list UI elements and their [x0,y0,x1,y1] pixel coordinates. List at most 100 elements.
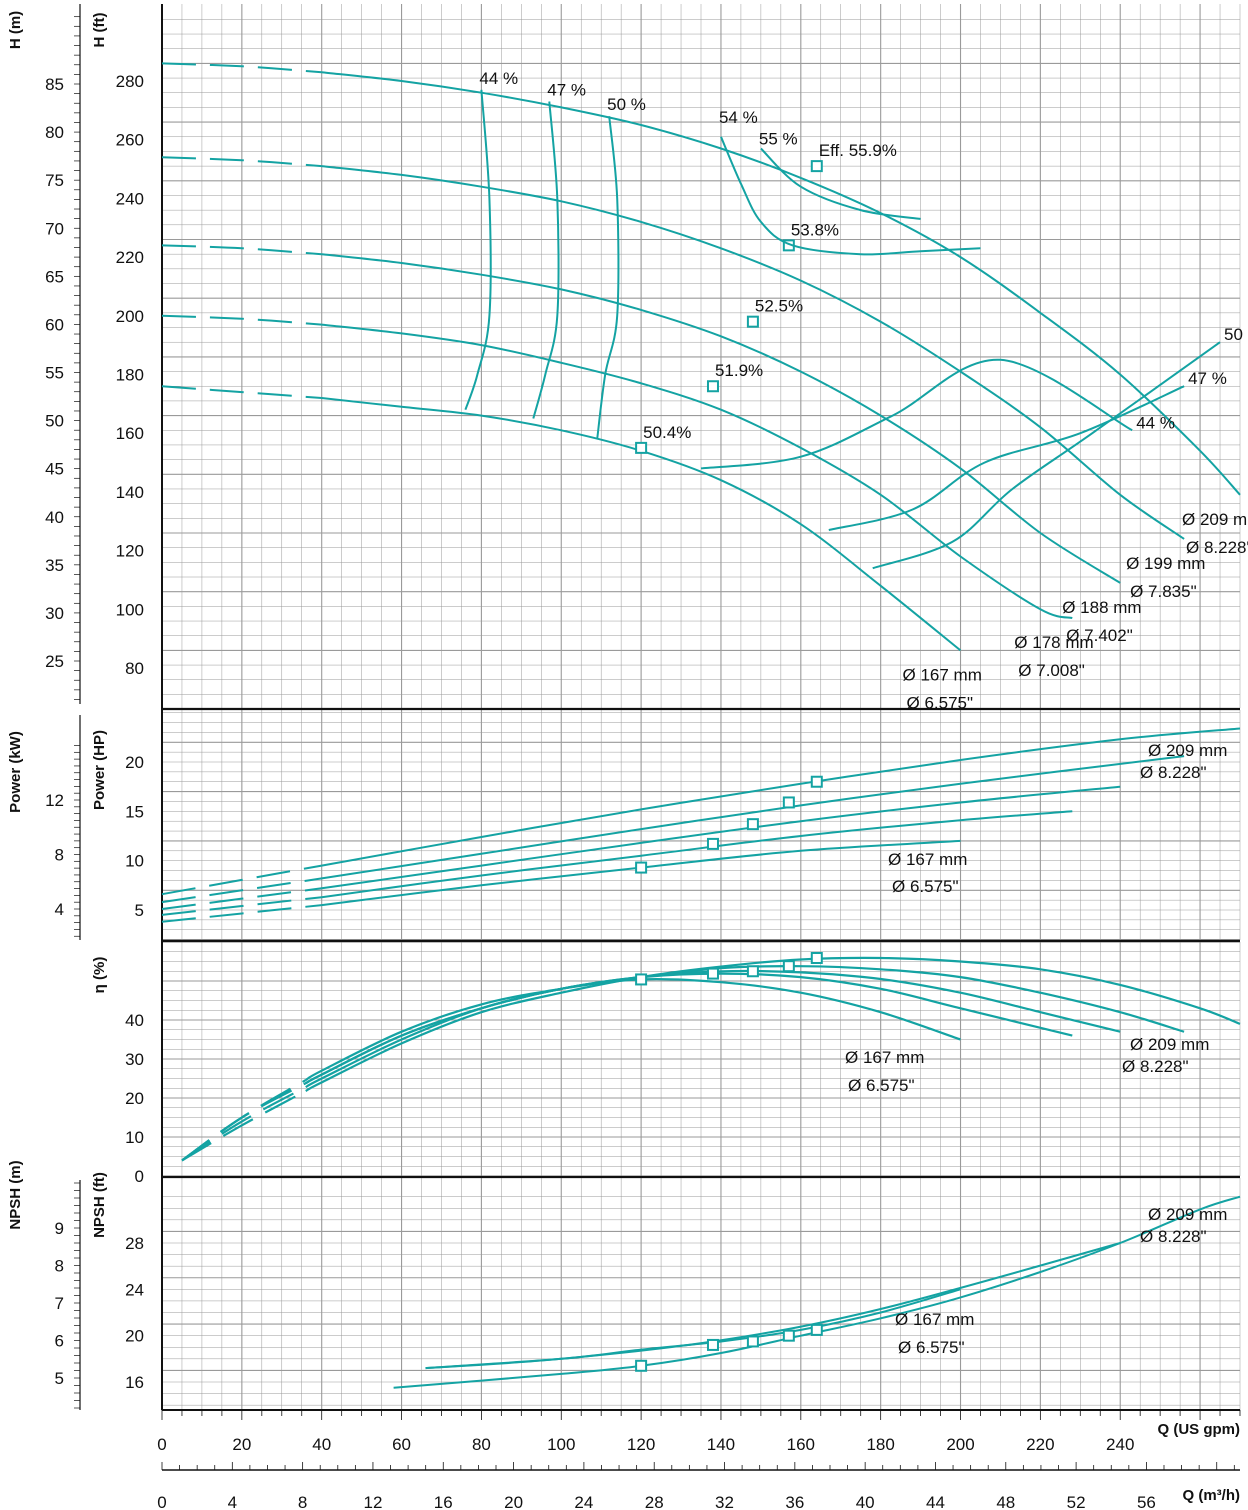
x-tick-label: 40 [312,1435,331,1454]
iso-eff-label: 47 % [547,81,586,100]
x2-tick-label: 16 [434,1493,453,1510]
diameter-mm-label: Ø 167 mm [903,665,982,684]
head-ft-tick: 80 [125,659,144,678]
npsh-ft-tick: 24 [125,1280,144,1299]
eff-curve-2 [305,969,1121,1085]
iso-eff-label: 50 % [607,95,646,114]
diameter-mm-label: Ø 188 mm [1062,598,1141,617]
npsh-m-tick: 9 [55,1219,64,1238]
x-tick-label: 240 [1106,1435,1134,1454]
npsh-m-tick: 6 [55,1332,64,1351]
head-m-tick: 85 [45,75,64,94]
power-curve-3 [321,755,1185,880]
iso-eff-left-2 [596,116,620,440]
head-curve-0-dashed [161,385,322,399]
x2-tick-label: 44 [926,1493,945,1510]
eff-curve-4-dashed [181,1090,307,1162]
power-curve-1-dashed [161,896,322,916]
npsh-ft-tick: 28 [125,1234,144,1253]
bep-label: 52.5% [755,297,803,316]
x-tick-label: 160 [787,1435,815,1454]
diameter-mm-label: Ø 199 mm [1126,554,1205,573]
iso-eff-left-1 [532,101,560,419]
power-hp-tick: 20 [125,753,144,772]
npsh-bep-marker [635,1359,648,1372]
head-ft-tick: 160 [116,424,144,443]
x-tick-label: 0 [157,1435,166,1454]
efficiency-tick: 10 [125,1128,144,1147]
x2-tick-label: 56 [1137,1493,1156,1510]
head-m-tick: 45 [45,460,64,479]
eff-bep-marker [706,967,719,980]
iso-eff-label: 44 % [1136,413,1175,432]
x-tick-label: 60 [392,1435,411,1454]
npsh-bep-marker [782,1329,795,1342]
x-tick-label: 20 [232,1435,251,1454]
iso-eff-label: 50 % [1224,325,1248,344]
head-m-tick: 60 [45,315,64,334]
head-curve-4-dashed [161,62,322,74]
power-bep-marker [706,837,719,850]
npsh-bep-marker [746,1335,759,1348]
iso-eff-right-1 [828,385,1185,532]
power-diameter-in-label: Ø 8.228" [1140,763,1207,782]
x-tick-label: 80 [472,1435,491,1454]
eff-diameter-in-label: Ø 8.228" [1122,1057,1189,1076]
x-tick-label: 120 [627,1435,655,1454]
power-bep-marker [635,861,648,874]
power-curve-4 [321,727,1241,867]
iso-eff-label: 54 % [719,108,758,127]
x2-tick-label: 28 [645,1493,664,1510]
power-diameter-mm-label: Ø 209 mm [1148,741,1227,760]
iso-eff-loop-1 [760,147,921,220]
head-ft-tick: 180 [116,366,144,385]
power-bep-marker [746,818,759,831]
eff-diameter-in-label: Ø 6.575" [848,1076,915,1095]
power-bep-marker [782,796,795,809]
head-m-tick: 50 [45,412,64,431]
bep-label: 53.8% [791,220,839,239]
power-curve-4-dashed [161,864,322,896]
eff-diameter-mm-label: Ø 167 mm [845,1048,924,1067]
eff-bep-marker [782,960,795,973]
diameter-in-label: Ø 7.402" [1066,626,1133,645]
head-ft-tick: 220 [116,248,144,267]
head-curve-1-dashed [161,314,322,326]
x-tick-label: 100 [547,1435,575,1454]
iso-eff-loop-0 [720,136,981,256]
power-hp-tick: 5 [135,901,144,920]
x2-tick-label: 36 [785,1493,804,1510]
eff-bep-marker [635,973,648,986]
power-kw-axis-title: Power (kW) [7,731,24,813]
efficiency-tick: 40 [125,1011,144,1030]
head-curve-3 [321,165,1185,540]
bep-label: 50.4% [643,423,691,442]
x-axis-title-m3h: Q (m³/h) [1183,1487,1241,1504]
power-hp-tick: 15 [125,802,144,821]
npsh-ft-tick: 16 [125,1373,144,1392]
head-bep-marker [746,315,759,328]
efficiency-axis-title: η (%) [91,957,108,994]
diameter-mm-label: Ø 209 mm [1182,510,1248,529]
x2-tick-label: 4 [228,1493,237,1510]
power-kw-tick: 8 [55,846,64,865]
npsh-ft-tick: 20 [125,1327,144,1346]
npsh-ft-axis-title: NPSH (ft) [91,1172,108,1238]
head-curve-0 [321,397,962,652]
x-axis-title-gpm: Q (US gpm) [1158,1421,1241,1438]
diameter-mm-label: Ø 178 mm [1014,633,1093,652]
iso-eff-label: 47 % [1188,369,1227,388]
x2-tick-label: 12 [363,1493,382,1510]
power-kw-tick: 4 [55,900,64,919]
x2-tick-label: 40 [856,1493,875,1510]
head-ft-tick: 100 [116,600,144,619]
head-m-tick: 70 [45,219,64,238]
head-bep-marker [706,380,719,393]
npsh-curve-2 [393,1195,1241,1389]
npsh-diameter-mm-label: Ø 167 mm [895,1310,974,1329]
diameter-in-label: Ø 7.008" [1018,661,1085,680]
x-tick-label: 220 [1026,1435,1054,1454]
annotation-labels: 50.4% 51.9% 52.5% 53.8% Eff. 55.9% 44 % 47 % 50… [479,69,1248,1357]
head-curve-2 [321,253,1121,584]
